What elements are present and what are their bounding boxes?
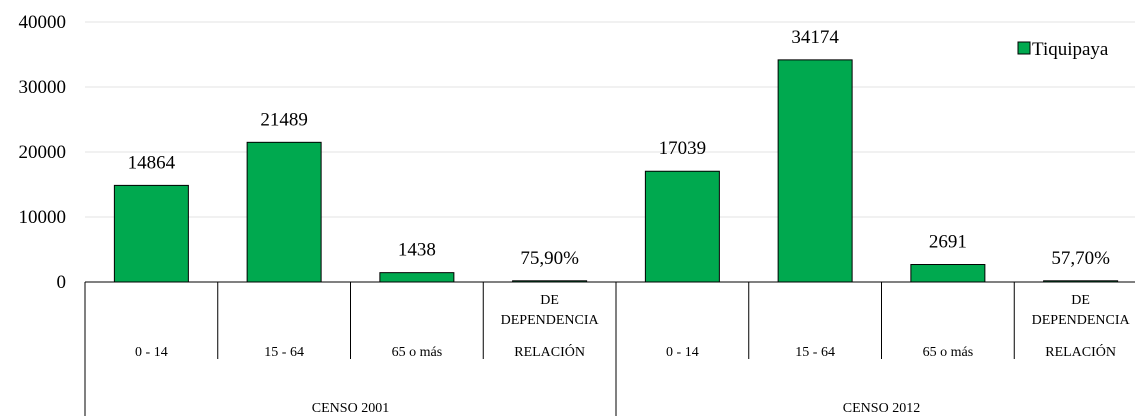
data-label: 14864 [128, 152, 176, 173]
y-tick-label: 10000 [19, 207, 67, 228]
data-labels: 14864 21489 1438 75,90% 17039 34174 2691 57,70% [128, 27, 1110, 269]
bar [246, 141, 322, 283]
x-tick-label: DEPENDENCIA [1032, 313, 1131, 328]
data-label: 17039 [659, 138, 707, 159]
x-tick-label: RELACIÓN [514, 343, 585, 360]
data-label: 34174 [791, 27, 839, 48]
x-tick-label: RELACIÓN [1045, 343, 1116, 360]
x-tick-label: DE [1071, 293, 1090, 308]
x-tick-label: 15 - 64 [264, 345, 304, 360]
y-tick-label: 40000 [19, 12, 67, 33]
data-label: 21489 [260, 109, 308, 130]
data-label: 57,70% [1051, 248, 1110, 269]
category-axis: 0 - 14 15 - 64 65 o más DE DEPENDENCIA RELACI… [84, 281, 1135, 416]
bar [113, 184, 189, 283]
legend: Tiquipaya [1017, 39, 1109, 60]
y-tick-label: 30000 [19, 77, 67, 98]
data-label: 2691 [929, 232, 967, 253]
gridlines [85, 21, 1135, 218]
group-label: CENSO 2012 [843, 401, 920, 416]
x-tick-label: 0 - 14 [135, 345, 168, 360]
x-tick-label: 65 o más [923, 345, 974, 360]
x-tick-label: DE [540, 293, 559, 308]
y-axis-ticks: 0 10000 20000 30000 40000 [19, 12, 67, 293]
y-tick-label: 20000 [19, 142, 67, 163]
data-label: 1438 [398, 240, 436, 261]
group-label: CENSO 2001 [312, 401, 389, 416]
x-tick-label: 65 o más [392, 345, 443, 360]
bar [379, 272, 455, 283]
bar [644, 170, 720, 283]
data-label: 75,90% [520, 248, 579, 269]
x-tick-label: 0 - 14 [666, 345, 699, 360]
legend-swatch [1017, 41, 1031, 55]
bar [910, 264, 986, 283]
bars [113, 59, 1119, 283]
legend-label: Tiquipaya [1032, 39, 1109, 60]
x-tick-label: DEPENDENCIA [501, 313, 600, 328]
y-tick-label: 0 [57, 272, 67, 293]
x-tick-label: 15 - 64 [795, 345, 835, 360]
bar [777, 59, 853, 283]
